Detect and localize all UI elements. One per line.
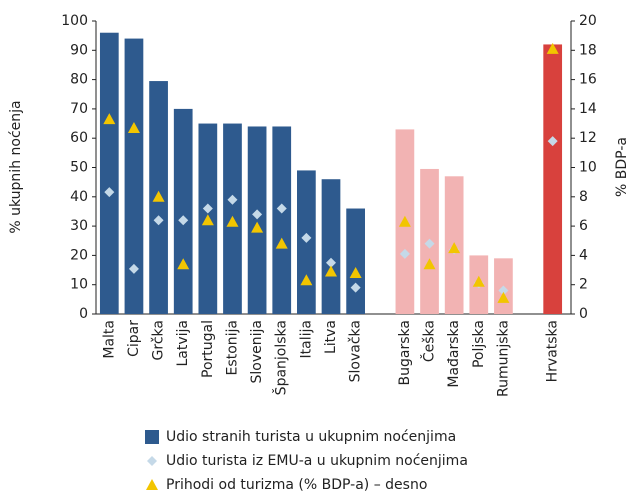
y-axis-label: % ukupnih noćenja [8, 100, 24, 233]
y2-tick-label: 0 [579, 306, 588, 322]
bar [99, 32, 119, 314]
y2-tick-label: 14 [579, 101, 597, 117]
y2-tick-label: 4 [579, 247, 588, 263]
x-tick-label: Cipar [126, 320, 142, 357]
bar [543, 44, 563, 314]
y-tick-label: 40 [70, 189, 88, 205]
y-tick-label: 0 [79, 306, 88, 322]
x-tick-label: Portugal [200, 320, 216, 378]
y2-tick-label: 6 [579, 218, 588, 234]
y2-tick-label: 20 [579, 13, 597, 29]
triangle-marker [546, 42, 559, 54]
diamond-marker [104, 187, 115, 198]
diamond-marker [202, 203, 213, 214]
y-tick-label: 100 [61, 13, 88, 29]
triangle-marker [497, 291, 510, 303]
y-tick-label: 30 [70, 218, 88, 234]
y-tick-label: 70 [70, 101, 88, 117]
triangle-marker [275, 237, 288, 249]
y2-tick-label: 12 [579, 130, 597, 146]
x-tick-label: Rumunjska [495, 320, 511, 397]
y-tick-label: 60 [70, 130, 88, 146]
y2-tick-label: 2 [579, 277, 588, 293]
legend-swatch [147, 456, 157, 466]
x-tick-label: Mađarska [446, 320, 462, 388]
triangle-marker [177, 258, 190, 270]
y-tick-label: 10 [70, 277, 88, 293]
legend-label: Udio stranih turista u ukupnim noćenjima [166, 429, 456, 445]
triangle-marker [300, 274, 313, 286]
triangle-marker [325, 265, 337, 277]
diamond-marker [424, 238, 435, 249]
y2-axis-label: % BDP-a [614, 137, 630, 197]
diamond-marker [227, 194, 238, 205]
y2-tick-label: 8 [579, 189, 588, 205]
triangle-marker [472, 275, 485, 287]
triangle-marker [349, 266, 362, 278]
triangle-marker [423, 258, 436, 270]
x-tick-label: Litva [323, 320, 339, 354]
diamond-marker [128, 263, 139, 274]
bar [346, 208, 365, 314]
y2-tick-label: 18 [579, 42, 597, 58]
y-tick-label: 50 [70, 160, 88, 176]
x-tick-label: Bugarska [397, 320, 413, 385]
legend-label: Prihodi od turizma (% BDP-a) – desno [166, 477, 427, 493]
diamond-marker [326, 257, 336, 268]
y-tick-label: 80 [70, 72, 88, 88]
diamond-marker [399, 248, 410, 259]
diamond-marker [301, 232, 312, 243]
diamond-marker [252, 209, 263, 220]
x-tick-label: Slovenija [249, 320, 265, 383]
diamond-marker [276, 203, 287, 214]
triangle-marker [448, 242, 461, 254]
y2-tick-label: 10 [579, 160, 597, 176]
bar [321, 179, 341, 314]
x-tick-label: Malta [101, 320, 117, 359]
x-tick-label: Italija [298, 320, 314, 358]
diamond-marker [178, 215, 189, 226]
triangle-marker [251, 221, 264, 233]
bar [247, 126, 267, 314]
diamond-marker [350, 282, 361, 293]
x-tick-label: Latvija [175, 320, 191, 367]
x-tick-label: Poljska [471, 320, 487, 368]
x-tick-label: Hrvatska [545, 320, 561, 382]
x-tick-label: Slovačka [348, 320, 364, 382]
y-tick-label: 20 [70, 247, 88, 263]
diamond-marker [498, 285, 509, 296]
bar [272, 126, 292, 314]
legend-swatch [146, 479, 158, 490]
triangle-marker [152, 190, 165, 202]
triangle-marker [398, 215, 411, 227]
x-tick-label: Estonija [224, 320, 240, 375]
legend-swatch [145, 430, 159, 444]
diamond-marker [153, 215, 164, 226]
triangle-marker [201, 214, 214, 226]
bar [124, 38, 144, 314]
triangle-marker [226, 215, 239, 227]
y2-tick-label: 16 [579, 72, 597, 88]
legend-label: Udio turista iz EMU-a u ukupnim noćenjim… [166, 453, 468, 469]
triangle-marker [103, 113, 116, 125]
diamond-marker [547, 136, 558, 147]
x-tick-label: Grčka [151, 320, 167, 360]
y-tick-label: 90 [70, 42, 88, 58]
x-tick-label: Češka [420, 320, 438, 362]
triangle-marker [127, 121, 140, 133]
x-tick-label: Španjolska [272, 320, 290, 395]
bar [173, 108, 193, 315]
